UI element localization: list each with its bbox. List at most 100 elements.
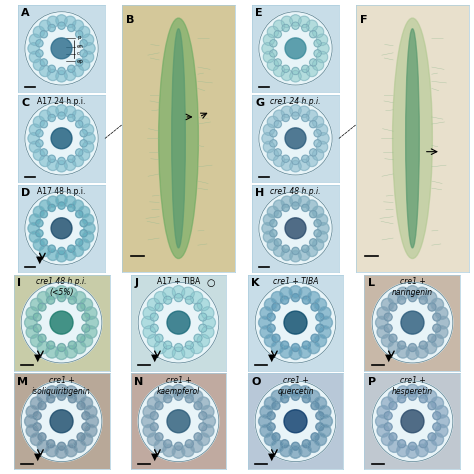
Circle shape	[318, 133, 329, 144]
Circle shape	[419, 296, 428, 304]
Circle shape	[299, 444, 311, 457]
Circle shape	[307, 292, 320, 304]
Circle shape	[314, 50, 321, 57]
Circle shape	[72, 20, 83, 31]
Circle shape	[406, 384, 419, 397]
Circle shape	[82, 324, 90, 332]
Circle shape	[68, 296, 76, 304]
Circle shape	[316, 324, 324, 332]
Circle shape	[26, 425, 38, 437]
Circle shape	[164, 395, 172, 403]
Circle shape	[389, 334, 397, 342]
Circle shape	[292, 442, 300, 450]
Circle shape	[377, 326, 390, 338]
Circle shape	[80, 298, 92, 311]
Circle shape	[311, 334, 319, 342]
Circle shape	[164, 440, 172, 448]
Circle shape	[316, 412, 324, 420]
Circle shape	[311, 433, 319, 441]
Circle shape	[51, 38, 72, 59]
Circle shape	[78, 59, 90, 71]
Text: cre1 +
quercetin: cre1 + quercetin	[277, 376, 314, 396]
Circle shape	[312, 26, 324, 37]
Circle shape	[301, 114, 309, 121]
Circle shape	[301, 245, 309, 252]
Circle shape	[270, 40, 277, 47]
Text: O: O	[251, 377, 261, 387]
Circle shape	[65, 346, 77, 358]
Circle shape	[80, 140, 87, 147]
Text: A17 + TIBA: A17 + TIBA	[157, 277, 200, 286]
Circle shape	[384, 313, 392, 321]
Circle shape	[163, 444, 175, 457]
Circle shape	[398, 296, 406, 304]
Circle shape	[199, 324, 207, 332]
Text: cre1 48 h p.i.: cre1 48 h p.i.	[270, 187, 321, 196]
Circle shape	[436, 425, 448, 437]
Circle shape	[40, 149, 47, 156]
Text: A: A	[21, 8, 30, 18]
Circle shape	[433, 423, 441, 431]
Circle shape	[82, 412, 90, 420]
Circle shape	[194, 401, 202, 410]
Circle shape	[260, 326, 273, 338]
Circle shape	[306, 20, 318, 31]
Circle shape	[84, 406, 97, 418]
Ellipse shape	[392, 18, 432, 258]
Circle shape	[299, 69, 310, 81]
Circle shape	[47, 159, 59, 171]
Circle shape	[163, 346, 175, 358]
Ellipse shape	[172, 29, 185, 248]
Circle shape	[312, 206, 324, 218]
Circle shape	[58, 22, 65, 29]
Circle shape	[274, 149, 282, 156]
Circle shape	[316, 423, 324, 431]
Circle shape	[143, 425, 155, 437]
Circle shape	[306, 155, 318, 166]
Circle shape	[419, 395, 428, 403]
Circle shape	[55, 347, 68, 360]
Circle shape	[37, 341, 50, 354]
Circle shape	[29, 141, 41, 153]
Circle shape	[26, 307, 38, 319]
Text: cre1 + TIBA: cre1 + TIBA	[273, 277, 318, 286]
Circle shape	[267, 412, 275, 420]
Circle shape	[68, 395, 76, 403]
Circle shape	[172, 446, 185, 458]
Circle shape	[57, 442, 65, 450]
Circle shape	[36, 40, 43, 47]
Circle shape	[58, 67, 65, 75]
Circle shape	[382, 335, 394, 347]
Circle shape	[382, 298, 394, 311]
Circle shape	[281, 341, 289, 349]
Circle shape	[46, 440, 55, 448]
Circle shape	[64, 16, 76, 27]
Circle shape	[401, 311, 424, 334]
Circle shape	[262, 43, 273, 54]
Circle shape	[306, 65, 318, 77]
Circle shape	[75, 30, 83, 38]
Circle shape	[263, 231, 274, 243]
Circle shape	[437, 316, 449, 329]
Circle shape	[281, 249, 292, 261]
Circle shape	[431, 335, 444, 347]
Circle shape	[36, 129, 43, 137]
Circle shape	[80, 230, 87, 237]
Text: cre1 +
isoliquiritigenin: cre1 + isoliquiritigenin	[32, 376, 91, 396]
Circle shape	[372, 381, 453, 462]
Circle shape	[150, 324, 158, 332]
Circle shape	[150, 313, 158, 321]
Circle shape	[155, 303, 163, 311]
Circle shape	[272, 303, 280, 311]
Circle shape	[48, 65, 55, 73]
Text: P: P	[368, 377, 376, 387]
Circle shape	[270, 140, 277, 147]
Circle shape	[274, 120, 282, 128]
Circle shape	[384, 423, 392, 431]
Circle shape	[77, 433, 85, 441]
Circle shape	[185, 341, 193, 349]
Circle shape	[282, 204, 289, 211]
Circle shape	[72, 245, 83, 256]
Circle shape	[312, 59, 324, 71]
Circle shape	[267, 59, 279, 71]
